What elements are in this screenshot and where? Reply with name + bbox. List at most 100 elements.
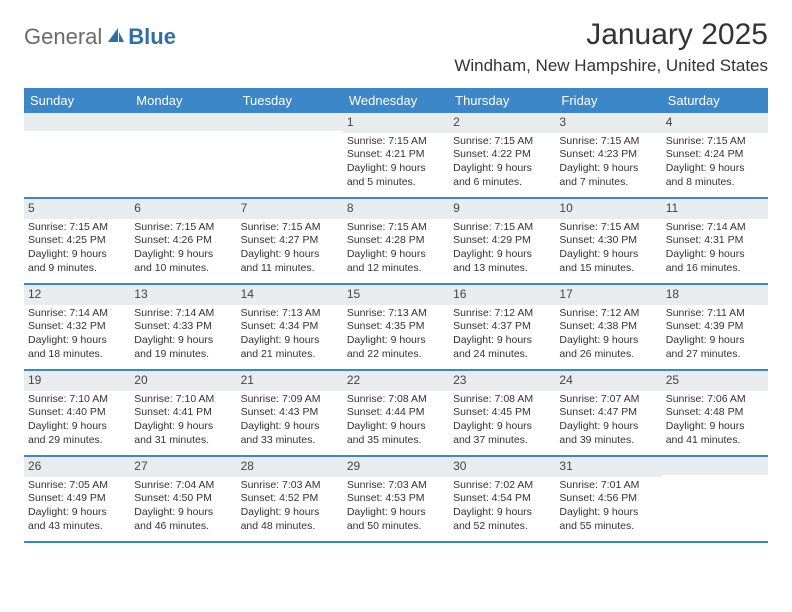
day-number: 14 (237, 285, 343, 305)
day-info-line: Sunset: 4:40 PM (28, 406, 126, 420)
day-number: 5 (24, 199, 130, 219)
day-info-line: and 35 minutes. (347, 434, 445, 448)
calendar-day-cell: 12Sunrise: 7:14 AMSunset: 4:32 PMDayligh… (24, 285, 130, 369)
weekday-header-cell: Monday (130, 88, 236, 113)
calendar-week-row: 12Sunrise: 7:14 AMSunset: 4:32 PMDayligh… (24, 285, 768, 371)
day-info-line: Sunset: 4:41 PM (134, 406, 232, 420)
brand-logo: General Blue (24, 18, 176, 50)
day-info-line: Sunset: 4:30 PM (559, 234, 657, 248)
day-info-line: Daylight: 9 hours (28, 334, 126, 348)
day-info-line: Sunset: 4:39 PM (666, 320, 764, 334)
calendar-day-cell (24, 113, 130, 197)
day-info-line: Sunset: 4:38 PM (559, 320, 657, 334)
weekday-header-cell: Tuesday (237, 88, 343, 113)
weeks-container: 1Sunrise: 7:15 AMSunset: 4:21 PMDaylight… (24, 113, 768, 543)
calendar-page: General Blue January 2025 Windham, New H… (0, 0, 792, 543)
day-info-line: Sunset: 4:45 PM (453, 406, 551, 420)
month-title: January 2025 (454, 18, 768, 52)
calendar-day-cell: 20 Sunrise: 7:10 AMSunset: 4:41 PMDayligh… (130, 371, 236, 455)
calendar-day-cell: 21Sunrise: 7:09 AMSunset: 4:43 PMDayligh… (237, 371, 343, 455)
day-info-line: and 10 minutes. (134, 262, 232, 276)
day-number: 20 (130, 371, 236, 391)
calendar-week-row: 26Sunrise: 7:05 AMSunset: 4:49 PMDayligh… (24, 457, 768, 543)
day-number (662, 457, 768, 475)
day-number: 12 (24, 285, 130, 305)
title-block: January 2025 Windham, New Hampshire, Uni… (454, 18, 768, 76)
day-number: 2 (449, 113, 555, 133)
day-info-line: Sunrise: 7:10 AM (134, 393, 232, 407)
day-info-line: Sunrise: 7:15 AM (666, 135, 764, 149)
day-number: 21 (237, 371, 343, 391)
day-info-line: and 19 minutes. (134, 348, 232, 362)
day-info-line: Daylight: 9 hours (134, 248, 232, 262)
day-info-line: Daylight: 9 hours (666, 248, 764, 262)
day-number: 4 (662, 113, 768, 133)
day-info-line: Sunrise: 7:14 AM (134, 307, 232, 321)
day-info-line: Sunrise: 7:13 AM (347, 307, 445, 321)
day-info-line: and 29 minutes. (28, 434, 126, 448)
day-info-line: Daylight: 9 hours (241, 506, 339, 520)
day-info-line: Daylight: 9 hours (559, 334, 657, 348)
day-info-line: and 9 minutes. (28, 262, 126, 276)
calendar-day-cell: 28Sunrise: 7:03 AMSunset: 4:52 PMDayligh… (237, 457, 343, 541)
day-info-line: Sunrise: 7:08 AM (347, 393, 445, 407)
calendar-day-cell: 27Sunrise: 7:04 AMSunset: 4:50 PMDayligh… (130, 457, 236, 541)
day-info-line: Sunrise: 7:13 AM (241, 307, 339, 321)
day-info-line: Daylight: 9 hours (134, 506, 232, 520)
day-info-line: and 12 minutes. (347, 262, 445, 276)
sail-icon (106, 26, 126, 49)
day-number (237, 113, 343, 131)
day-info-line: Daylight: 9 hours (559, 162, 657, 176)
day-info-line: Daylight: 9 hours (347, 248, 445, 262)
day-info-line: Sunset: 4:33 PM (134, 320, 232, 334)
day-info-line: Sunrise: 7:15 AM (453, 221, 551, 235)
day-number: 31 (555, 457, 661, 477)
calendar-day-cell: 29Sunrise: 7:03 AMSunset: 4:53 PMDayligh… (343, 457, 449, 541)
calendar-day-cell: 9Sunrise: 7:15 AMSunset: 4:29 PMDaylight… (449, 199, 555, 283)
day-info-line: and 33 minutes. (241, 434, 339, 448)
calendar-day-cell: 24Sunrise: 7:07 AMSunset: 4:47 PMDayligh… (555, 371, 661, 455)
day-info-line: Daylight: 9 hours (453, 420, 551, 434)
day-info-line: Sunrise: 7:12 AM (453, 307, 551, 321)
day-info-line: Sunset: 4:21 PM (347, 148, 445, 162)
calendar-day-cell: 19Sunrise: 7:10 AMSunset: 4:40 PMDayligh… (24, 371, 130, 455)
day-info-line: Daylight: 9 hours (453, 248, 551, 262)
day-info-line: Sunset: 4:43 PM (241, 406, 339, 420)
day-info-line: Sunrise: 7:15 AM (28, 221, 126, 235)
day-info-line: Sunset: 4:24 PM (666, 148, 764, 162)
day-info-line: Daylight: 9 hours (453, 334, 551, 348)
calendar-day-cell: 13Sunrise: 7:14 AMSunset: 4:33 PMDayligh… (130, 285, 236, 369)
day-info-line: Sunset: 4:29 PM (453, 234, 551, 248)
day-info-line: Daylight: 9 hours (134, 420, 232, 434)
day-info-line: and 39 minutes. (559, 434, 657, 448)
day-info-line: Sunset: 4:31 PM (666, 234, 764, 248)
day-info-line: Daylight: 9 hours (241, 334, 339, 348)
day-number: 24 (555, 371, 661, 391)
day-info-line: Daylight: 9 hours (559, 506, 657, 520)
day-info-line: Sunrise: 7:12 AM (559, 307, 657, 321)
day-number: 7 (237, 199, 343, 219)
day-info-line: Sunrise: 7:03 AM (347, 479, 445, 493)
day-number: 16 (449, 285, 555, 305)
day-info-line: and 18 minutes. (28, 348, 126, 362)
day-info-line: Daylight: 9 hours (28, 248, 126, 262)
day-info-line: Sunrise: 7:15 AM (559, 221, 657, 235)
day-number (24, 113, 130, 131)
day-info-line: Sunrise: 7:14 AM (28, 307, 126, 321)
calendar-day-cell: 25Sunrise: 7:06 AMSunset: 4:48 PMDayligh… (662, 371, 768, 455)
weekday-header-cell: Thursday (449, 88, 555, 113)
calendar-day-cell: 7Sunrise: 7:15 AMSunset: 4:27 PMDaylight… (237, 199, 343, 283)
calendar-day-cell: 16Sunrise: 7:12 AMSunset: 4:37 PMDayligh… (449, 285, 555, 369)
day-info-line: Sunset: 4:53 PM (347, 492, 445, 506)
day-info-line: Sunset: 4:54 PM (453, 492, 551, 506)
day-info-line: Sunrise: 7:08 AM (453, 393, 551, 407)
day-info-line: Sunrise: 7:02 AM (453, 479, 551, 493)
calendar-day-cell: 8Sunrise: 7:15 AMSunset: 4:28 PMDaylight… (343, 199, 449, 283)
day-info-line: Sunrise: 7:15 AM (347, 221, 445, 235)
calendar-day-cell: 23Sunrise: 7:08 AMSunset: 4:45 PMDayligh… (449, 371, 555, 455)
day-number: 27 (130, 457, 236, 477)
day-info-line: Sunrise: 7:11 AM (666, 307, 764, 321)
weekday-header-cell: Wednesday (343, 88, 449, 113)
day-info-line: and 43 minutes. (28, 520, 126, 534)
day-info-line: Daylight: 9 hours (666, 420, 764, 434)
